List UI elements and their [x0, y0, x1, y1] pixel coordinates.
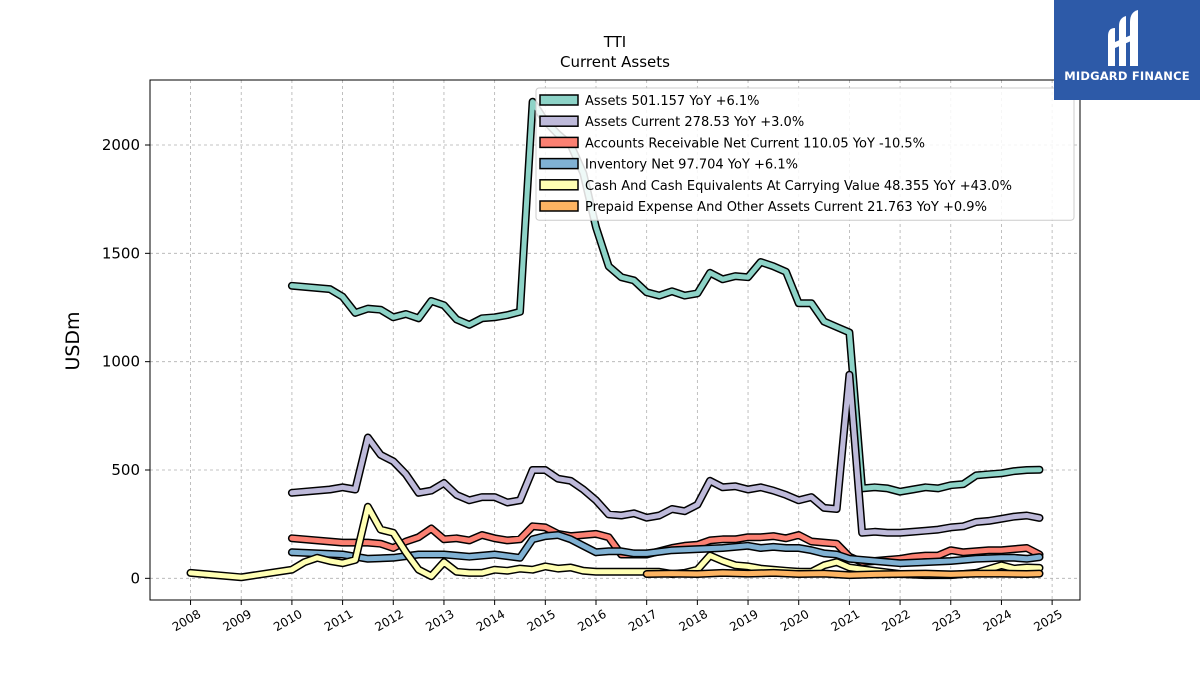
- series-line-5: [644, 570, 1042, 578]
- y-tick-label: 0: [130, 569, 140, 587]
- y-axis-label: USDm: [62, 311, 84, 370]
- legend-label-1: Assets Current 278.53 YoY +3.0%: [585, 115, 804, 130]
- x-tick-label: 2025: [1031, 607, 1064, 634]
- x-tick-label: 2017: [626, 607, 659, 634]
- brand-name: MIDGARD FINANCE: [1064, 69, 1190, 83]
- brand-logo: MIDGARD FINANCE: [1054, 0, 1200, 100]
- legend-swatch-2: [539, 136, 579, 149]
- x-tick-label: 2023: [930, 607, 963, 634]
- series-lines: [186, 97, 1044, 582]
- x-tick-label: 2014: [474, 607, 507, 634]
- legend-swatch-3: [539, 157, 579, 170]
- series-line-1: [289, 372, 1042, 536]
- series-line-0: [289, 99, 1042, 495]
- x-tick-label: 2022: [879, 607, 912, 634]
- y-tick-label: 1500: [102, 244, 140, 262]
- x-tick-label: 2019: [727, 607, 760, 634]
- x-tick-label: 2013: [423, 607, 456, 634]
- midgard-logo-icon: [1108, 10, 1138, 66]
- chart-title: TTI: [603, 33, 627, 51]
- legend-swatch-4: [539, 179, 579, 191]
- legend-label-2: Accounts Receivable Net Current 110.05 Y…: [585, 136, 925, 151]
- x-tick-label: 2021: [829, 607, 862, 634]
- x-tick-label: 2018: [677, 607, 710, 634]
- x-tick-label: 2012: [373, 607, 406, 634]
- series-line-4: [188, 504, 1042, 580]
- x-tick-label: 2015: [525, 607, 558, 634]
- y-tick-label: 1000: [102, 353, 140, 371]
- x-tick-label: 2016: [575, 607, 608, 634]
- series-line-outline-1: [287, 370, 1044, 537]
- x-tick-label: 2024: [981, 607, 1014, 634]
- y-tick-label: 500: [111, 461, 140, 479]
- legend-label-0: Assets 501.157 YoY +6.1%: [585, 94, 760, 109]
- legend-box: [535, 87, 1075, 221]
- legend-swatch-5: [539, 200, 579, 212]
- legend-label-5: Prepaid Expense And Other Assets Current…: [585, 200, 987, 215]
- x-tick-label: 2009: [220, 607, 253, 634]
- legend-swatch-0: [539, 94, 579, 106]
- plot-frame: [149, 79, 1081, 601]
- legend-swatch-1: [539, 115, 579, 127]
- chart-subtitle: Current Assets: [560, 53, 670, 71]
- y-axis: 0 500 1000 1500 2000: [102, 136, 150, 587]
- x-axis: 2008 2009 2010 2011 2012 2013 2014 2015 2016 2017…: [170, 600, 1065, 634]
- x-tick-label: 2020: [778, 607, 811, 634]
- x-tick-label: 2010: [271, 607, 304, 634]
- series-line-3: [289, 532, 1042, 566]
- legend-label-4: Cash And Cash Equivalents At Carrying Va…: [585, 179, 1012, 194]
- legend: Assets 501.157 YoY +6.1% Assets Current 2…: [535, 87, 1075, 221]
- legend-label-3: Inventory Net 97.704 YoY +6.1%: [585, 158, 798, 173]
- x-tick-label: 2011: [322, 607, 355, 634]
- y-tick-label: 2000: [102, 136, 140, 154]
- series-line-2: [289, 523, 1042, 565]
- x-tick-label: 2008: [170, 607, 203, 634]
